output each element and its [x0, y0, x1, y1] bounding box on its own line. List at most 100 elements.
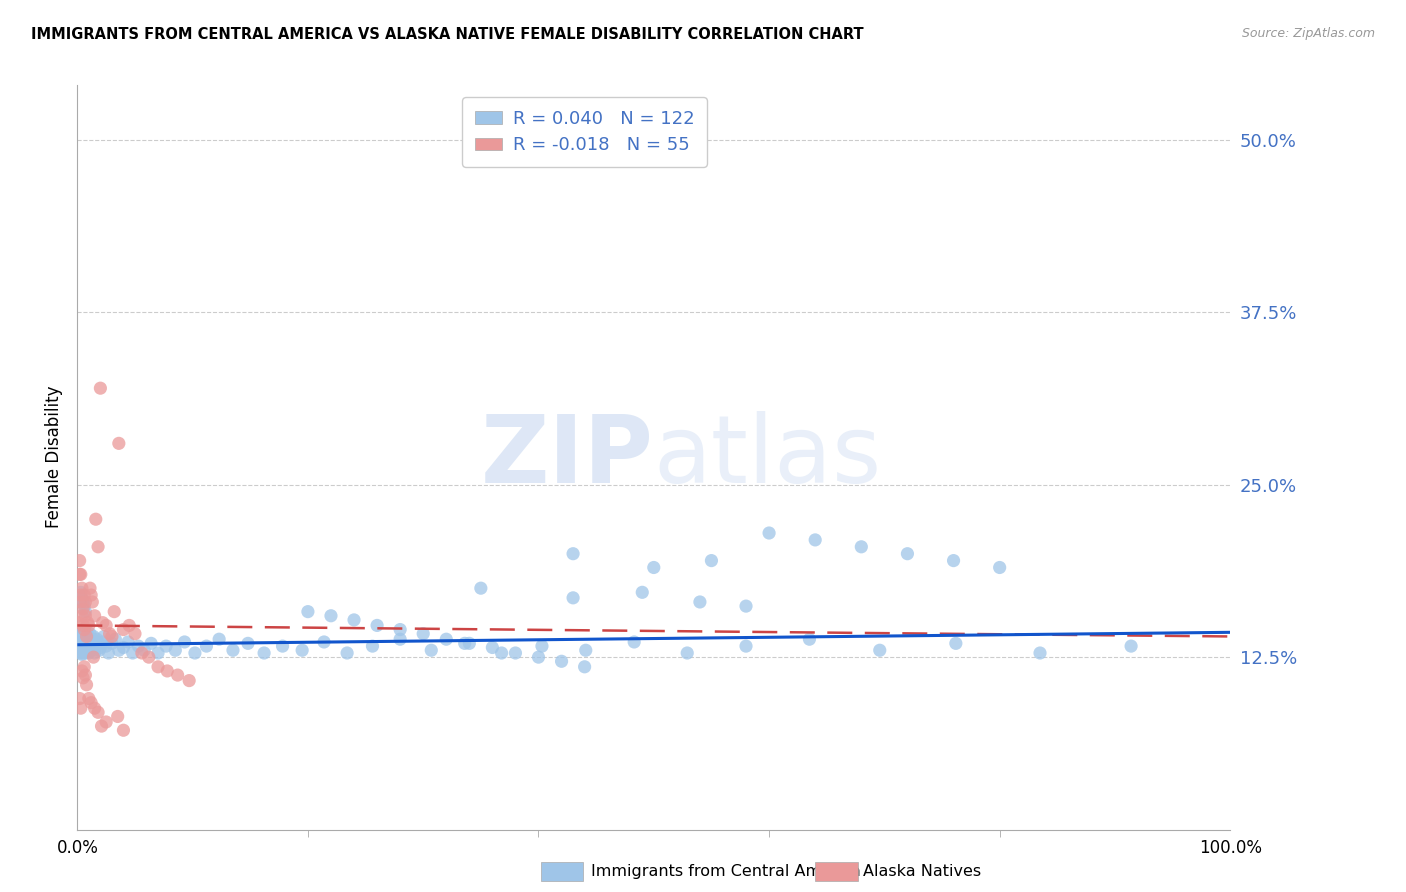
Point	[67, 615, 90, 630]
Point	[69, 643, 91, 657]
Point	[73, 636, 96, 650]
Point	[173, 635, 195, 649]
Point	[75, 630, 97, 644]
Point	[361, 639, 384, 653]
Point	[631, 585, 654, 599]
Point	[76, 643, 98, 657]
Point	[83, 636, 105, 650]
Point	[70, 635, 93, 649]
Point	[77, 618, 100, 632]
Point	[87, 706, 110, 720]
Point	[76, 635, 98, 649]
Point	[166, 668, 188, 682]
Point	[72, 632, 94, 647]
Point	[179, 673, 201, 688]
Point	[562, 547, 585, 561]
Point	[434, 632, 457, 647]
Point	[208, 632, 231, 647]
Point	[69, 635, 91, 649]
Point	[80, 696, 103, 710]
Point	[72, 602, 94, 616]
Point	[945, 636, 967, 650]
Point	[69, 624, 91, 638]
Point	[69, 626, 91, 640]
Point	[103, 605, 125, 619]
Point	[195, 639, 218, 653]
Point	[491, 646, 513, 660]
Point	[104, 632, 127, 647]
Point	[79, 626, 101, 640]
Point	[735, 599, 758, 614]
Point	[121, 646, 143, 660]
Point	[108, 643, 131, 657]
Point	[297, 605, 319, 619]
Point	[527, 650, 550, 665]
Point	[80, 588, 103, 602]
Point	[69, 588, 91, 602]
Point	[896, 547, 918, 561]
Point	[735, 639, 758, 653]
Text: atlas: atlas	[654, 411, 882, 503]
Point	[1029, 646, 1052, 660]
Point	[67, 630, 90, 644]
Point	[73, 588, 96, 602]
Point	[454, 636, 477, 650]
Point	[91, 635, 114, 649]
Point	[73, 626, 96, 640]
Point	[76, 678, 98, 692]
Point	[804, 533, 827, 547]
Point	[87, 636, 110, 650]
Point	[101, 636, 124, 650]
Point	[84, 512, 107, 526]
Point	[366, 618, 388, 632]
Point	[84, 639, 107, 653]
Point	[134, 643, 156, 657]
Point	[101, 630, 124, 644]
Point	[70, 581, 93, 595]
Point	[389, 632, 412, 647]
Point	[83, 701, 105, 715]
Point	[127, 639, 149, 653]
Point	[131, 646, 153, 660]
Point	[146, 660, 169, 674]
Point	[271, 639, 294, 653]
Point	[72, 595, 94, 609]
Point	[72, 618, 94, 632]
Point	[69, 585, 91, 599]
Point	[75, 646, 97, 660]
Point	[336, 646, 359, 660]
Point	[124, 626, 146, 640]
Point	[942, 553, 965, 567]
Point	[75, 639, 97, 653]
Point	[389, 623, 412, 637]
Point	[82, 640, 104, 655]
Point	[82, 595, 104, 609]
Point	[79, 635, 101, 649]
Point	[112, 723, 135, 738]
Point	[69, 691, 91, 706]
Point	[72, 640, 94, 655]
Point	[77, 630, 100, 644]
Point	[700, 553, 723, 567]
Point	[83, 646, 105, 660]
Point	[72, 671, 94, 685]
Point	[73, 660, 96, 674]
Point	[530, 639, 553, 653]
Point	[112, 640, 135, 655]
Point	[86, 632, 108, 647]
Point	[412, 626, 434, 640]
Point	[76, 632, 98, 647]
Point	[96, 714, 118, 729]
Point	[319, 608, 342, 623]
Point	[1119, 639, 1142, 653]
Point	[550, 654, 572, 668]
Point	[69, 639, 91, 653]
Point	[91, 615, 114, 630]
Point	[420, 643, 443, 657]
Point	[758, 526, 780, 541]
Point	[643, 560, 665, 574]
Text: ZIP: ZIP	[481, 411, 654, 503]
Text: Immigrants from Central America: Immigrants from Central America	[591, 864, 860, 879]
Point	[93, 630, 115, 644]
Point	[108, 436, 131, 450]
